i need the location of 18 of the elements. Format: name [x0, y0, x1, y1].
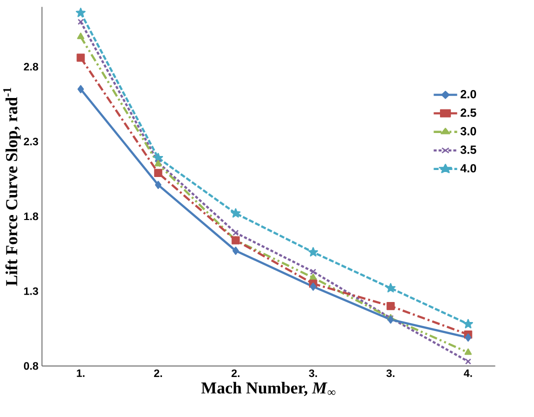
y-tick-label: 1.8	[24, 212, 38, 220]
legend-label: 3.0	[460, 127, 476, 136]
x-tick-label: 3.	[308, 369, 317, 378]
y-tick-label: 1.3	[24, 287, 38, 295]
x-axis-title: Mach Number, M$_{∞}$	[201, 382, 336, 396]
y-axis-title: Lift Force Curve Slop, rad$^{-1}$	[3, 88, 21, 286]
y-tick-label: 2.8	[24, 62, 38, 71]
y-tick-label: 0.8	[24, 362, 38, 370]
x-tick-label: 2.	[232, 369, 240, 377]
legend-label: 2.0	[460, 90, 476, 98]
x-tick-label: 2.	[154, 369, 162, 377]
x-tick-label: 4.	[464, 369, 472, 377]
x-tick-label: 1.	[76, 369, 84, 377]
x-tick-label: 3.	[386, 369, 394, 378]
y-tick-label: 2.3	[24, 138, 38, 146]
legend-label: 2.5	[460, 108, 476, 117]
legend-label: 4.0	[460, 164, 476, 172]
legend-label: 3.5	[460, 146, 476, 154]
